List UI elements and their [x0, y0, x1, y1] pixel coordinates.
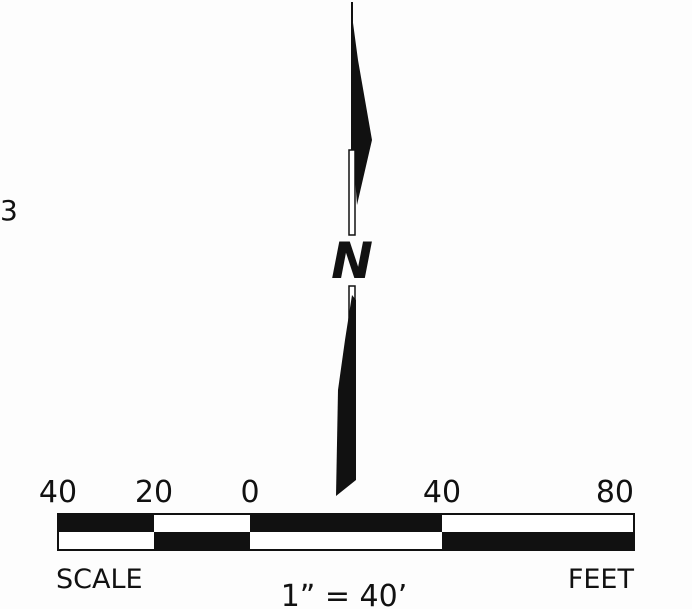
scale-tick-label: 20 — [135, 475, 173, 510]
scale-segment — [154, 514, 250, 532]
scale-tick-label: 80 — [596, 475, 634, 510]
north-arrow: N — [331, 2, 373, 496]
arrow-tail — [336, 295, 356, 496]
margin-text: 3 — [0, 194, 18, 227]
scale-segment — [58, 514, 154, 532]
scale-segment — [442, 514, 634, 532]
scale-segment — [250, 532, 442, 550]
north-label: N — [331, 232, 373, 290]
scale-ratio: 1” = 40’ — [281, 579, 408, 609]
scale-segment — [154, 532, 250, 550]
scale-segment — [250, 514, 442, 532]
scale-bar — [57, 513, 635, 551]
scale-label: SCALE — [56, 564, 143, 595]
arrow-shaft-upper — [348, 149, 356, 236]
scale-outline — [57, 513, 635, 551]
scale-unit: FEET — [568, 564, 635, 595]
scale-tick-label: 40 — [39, 475, 77, 510]
arrow-head — [351, 8, 372, 205]
scale-segment — [58, 532, 154, 550]
scale-tick-label: 40 — [423, 475, 461, 510]
scale-segment — [442, 532, 634, 550]
scale-tick-label: 0 — [240, 475, 259, 510]
